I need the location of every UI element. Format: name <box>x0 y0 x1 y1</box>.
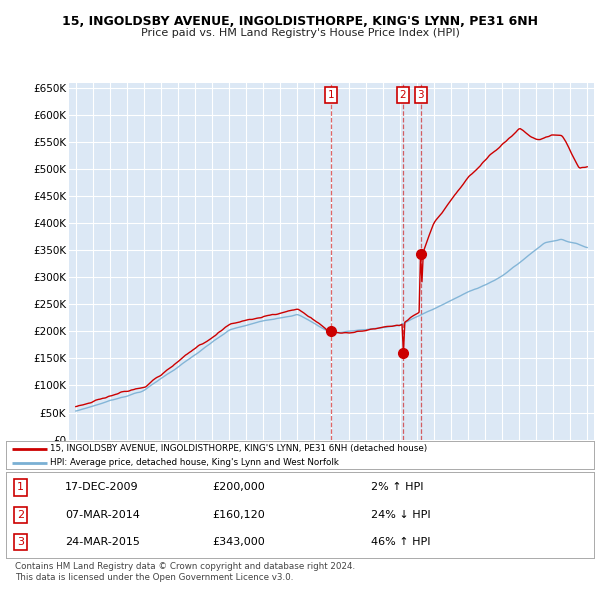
Text: HPI: Average price, detached house, King's Lynn and West Norfolk: HPI: Average price, detached house, King… <box>50 458 339 467</box>
Text: £343,000: £343,000 <box>212 537 265 547</box>
Text: 24% ↓ HPI: 24% ↓ HPI <box>371 510 430 520</box>
Text: 24-MAR-2015: 24-MAR-2015 <box>65 537 140 547</box>
Text: 46% ↑ HPI: 46% ↑ HPI <box>371 537 430 547</box>
Text: 3: 3 <box>17 537 24 547</box>
Text: Contains HM Land Registry data © Crown copyright and database right 2024.
This d: Contains HM Land Registry data © Crown c… <box>15 562 355 582</box>
Text: £160,120: £160,120 <box>212 510 265 520</box>
Text: 15, INGOLDSBY AVENUE, INGOLDISTHORPE, KING'S LYNN, PE31 6NH: 15, INGOLDSBY AVENUE, INGOLDISTHORPE, KI… <box>62 15 538 28</box>
Text: 07-MAR-2014: 07-MAR-2014 <box>65 510 140 520</box>
Text: Price paid vs. HM Land Registry's House Price Index (HPI): Price paid vs. HM Land Registry's House … <box>140 28 460 38</box>
Text: 1: 1 <box>328 90 334 100</box>
Text: 1: 1 <box>17 483 24 493</box>
Text: 2: 2 <box>17 510 24 520</box>
Text: 2: 2 <box>400 90 406 100</box>
Text: £200,000: £200,000 <box>212 483 265 493</box>
Text: 15, INGOLDSBY AVENUE, INGOLDISTHORPE, KING'S LYNN, PE31 6NH (detached house): 15, INGOLDSBY AVENUE, INGOLDISTHORPE, KI… <box>50 444 427 453</box>
Text: 2% ↑ HPI: 2% ↑ HPI <box>371 483 423 493</box>
Text: 17-DEC-2009: 17-DEC-2009 <box>65 483 139 493</box>
Text: 3: 3 <box>418 90 424 100</box>
